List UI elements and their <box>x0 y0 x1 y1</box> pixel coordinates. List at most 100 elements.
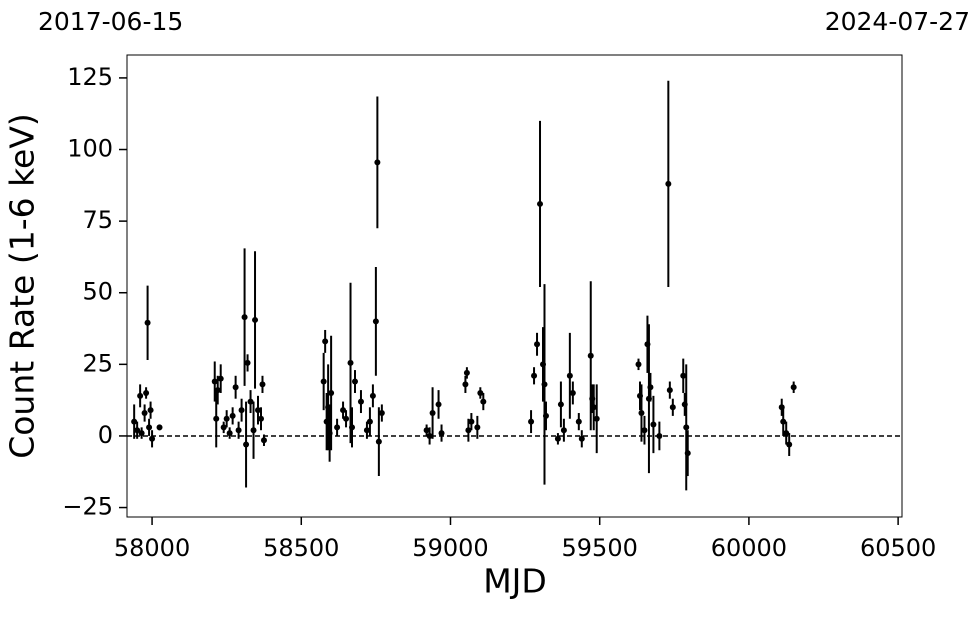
data-point <box>349 424 356 431</box>
data-point <box>357 398 364 405</box>
data-point <box>683 424 690 431</box>
data-point <box>435 401 442 408</box>
data-point <box>635 361 642 368</box>
data-point <box>252 316 259 323</box>
data-point <box>593 415 600 422</box>
data-point <box>144 319 151 326</box>
data-point <box>235 427 242 434</box>
data-point <box>560 427 567 434</box>
data-point <box>340 407 347 414</box>
data-point <box>137 392 144 399</box>
data-point <box>468 418 475 425</box>
data-point <box>378 410 385 417</box>
x-tick-label: 59000 <box>412 534 488 562</box>
data-point <box>783 430 790 437</box>
data-point <box>134 427 141 434</box>
data-point <box>647 384 654 391</box>
data-point <box>320 378 327 385</box>
data-point <box>214 387 221 394</box>
data-point <box>156 424 163 431</box>
data-point <box>334 424 341 431</box>
data-point <box>213 415 220 422</box>
data-point <box>465 427 472 434</box>
data-point <box>569 389 576 396</box>
data-point <box>238 407 245 414</box>
data-point <box>226 430 233 437</box>
data-point <box>146 424 153 431</box>
data-point <box>542 412 549 419</box>
data-point <box>684 450 691 457</box>
data-point <box>241 314 248 321</box>
top-date-label: 2024-07-27 <box>825 7 970 36</box>
data-point <box>665 180 672 187</box>
data-point <box>255 407 262 414</box>
data-point <box>366 418 373 425</box>
data-point <box>429 410 436 417</box>
data-point <box>463 369 470 376</box>
data-point <box>669 404 676 411</box>
y-axis-label: Count Rate (1-6 keV) <box>3 113 42 459</box>
data-point <box>143 389 150 396</box>
data-point <box>426 432 433 439</box>
data-point <box>375 438 382 445</box>
data-point <box>480 398 487 405</box>
y-tick-label: 125 <box>67 63 113 91</box>
data-point <box>554 435 561 442</box>
data-point <box>477 389 484 396</box>
data-point <box>257 415 264 422</box>
data-point <box>211 378 218 385</box>
data-point <box>322 338 329 345</box>
data-point <box>590 404 597 411</box>
data-point <box>438 430 445 437</box>
data-point <box>462 381 469 388</box>
data-point <box>656 432 663 439</box>
data-point <box>229 412 236 419</box>
data-point <box>147 407 154 414</box>
data-point <box>423 427 430 434</box>
data-point <box>537 200 544 207</box>
y-tick-label: 0 <box>98 421 113 449</box>
data-point <box>650 421 657 428</box>
data-point <box>149 435 156 442</box>
data-point <box>347 359 354 366</box>
data-point <box>217 375 224 382</box>
data-point <box>220 424 227 431</box>
top-date-label: 2017-06-15 <box>38 7 183 36</box>
data-point <box>638 410 645 417</box>
data-point <box>250 427 257 434</box>
data-point <box>374 159 381 166</box>
data-point <box>531 372 538 379</box>
data-point <box>566 372 573 379</box>
y-tick-label: 25 <box>82 349 113 377</box>
data-point <box>131 418 138 425</box>
data-point <box>138 430 145 437</box>
data-point <box>363 427 370 434</box>
data-point <box>575 418 582 425</box>
plot-frame <box>126 54 903 518</box>
y-tick-label: 50 <box>82 278 113 306</box>
data-point <box>557 401 564 408</box>
x-tick-label: 59500 <box>562 534 638 562</box>
data-point <box>328 389 335 396</box>
data-point <box>541 381 548 388</box>
data-point <box>244 359 251 366</box>
data-point <box>680 372 687 379</box>
data-point <box>474 424 481 431</box>
data-point <box>141 410 148 417</box>
data-point <box>351 378 358 385</box>
x-tick-label: 60500 <box>860 534 936 562</box>
data-point <box>372 318 379 325</box>
data-point <box>260 437 267 444</box>
data-point <box>587 352 594 359</box>
data-point <box>232 384 239 391</box>
y-tick-label: −25 <box>62 493 113 521</box>
data-point <box>780 418 787 425</box>
data-point <box>223 415 230 422</box>
data-point <box>666 387 673 394</box>
data-point <box>243 441 250 448</box>
data-point <box>528 418 535 425</box>
data-point <box>369 392 376 399</box>
data-point <box>641 427 648 434</box>
